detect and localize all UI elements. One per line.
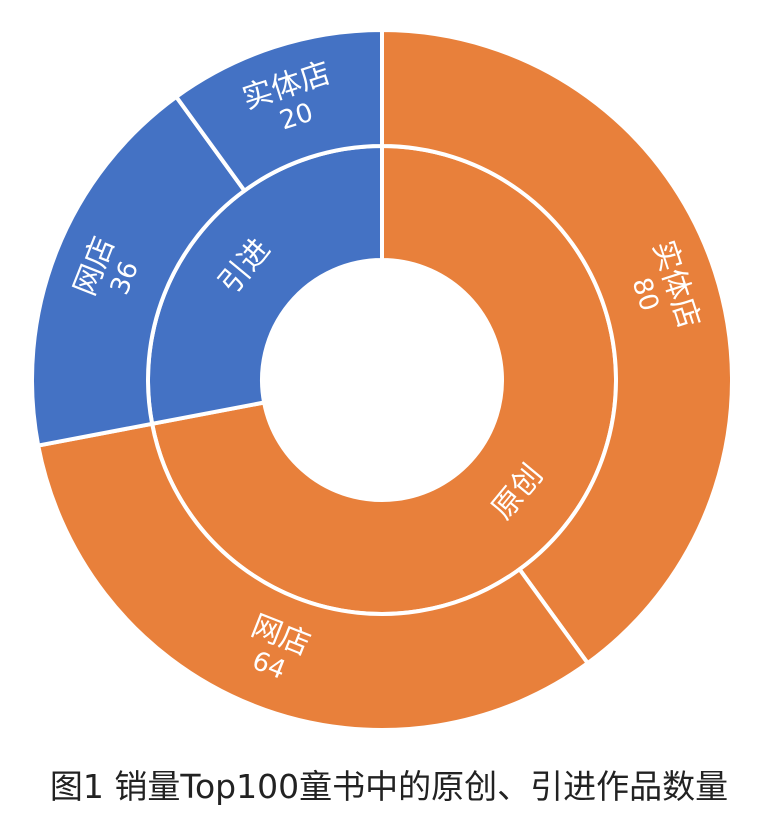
outer-ring: [30, 27, 734, 732]
outer-segment-2: [30, 94, 248, 448]
outer-segment-3: [173, 27, 384, 194]
outer-segment-0: [380, 27, 734, 666]
chart-caption: 图1 销量Top100童书中的原创、引进作品数量: [49, 767, 729, 806]
outer-segment-1: [35, 421, 591, 732]
inner-ring: [146, 143, 618, 616]
